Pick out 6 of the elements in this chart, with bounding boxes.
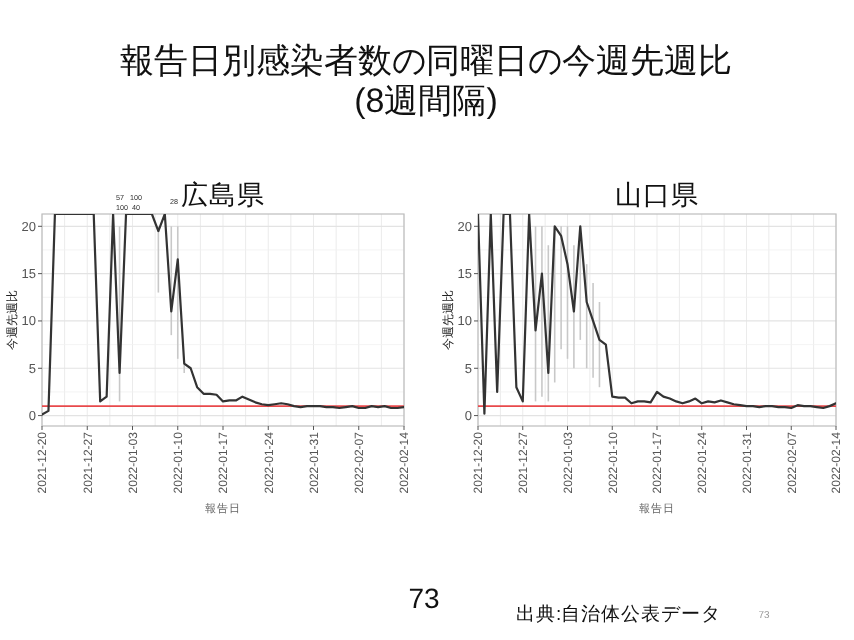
chart-title: 山口県	[615, 180, 699, 210]
text: (8週間隔)	[354, 82, 498, 120]
text: 73	[408, 582, 440, 614]
source-note: 出典:自治体公表データ	[516, 602, 722, 626]
chart-title: 広島県	[181, 180, 265, 210]
text: 報告日別感染者数の同曜日の今週先週比	[120, 42, 732, 80]
